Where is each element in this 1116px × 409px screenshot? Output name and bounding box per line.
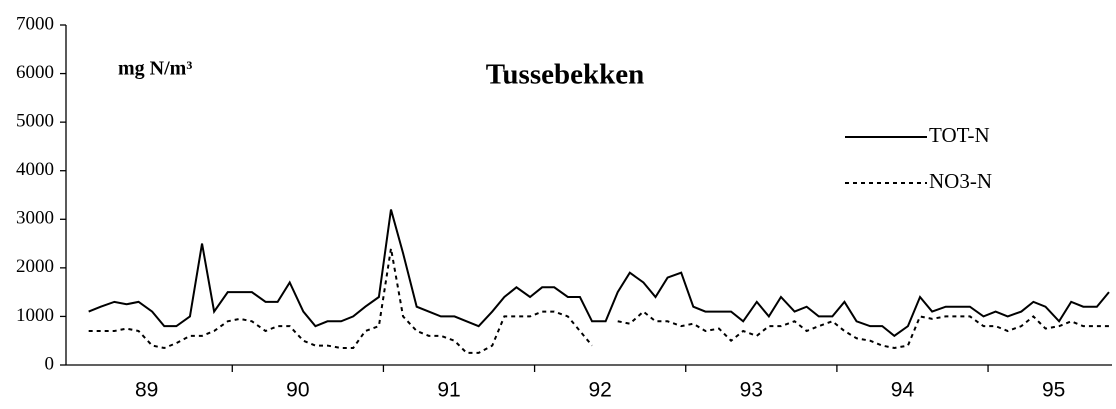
legend-label: NO3-N	[929, 169, 992, 193]
y-tick-label: 1000	[16, 305, 54, 326]
y-tick-label: 4000	[16, 159, 54, 180]
x-tick-label: 92	[588, 379, 611, 402]
x-tick-label: 91	[437, 379, 460, 402]
y-tick-label: 6000	[16, 62, 54, 83]
x-tick-label: 94	[891, 379, 915, 402]
y-tick-label: 7000	[16, 13, 54, 34]
y-axis-label: mg N/m³	[118, 58, 192, 80]
x-tick-label: 95	[1042, 379, 1065, 402]
y-tick-label: 2000	[16, 256, 54, 277]
x-tick-label: 93	[740, 379, 763, 402]
y-tick-label: 0	[45, 353, 55, 374]
line-series	[617, 310, 1109, 350]
line-series	[88, 209, 1110, 338]
x-tick-label: 90	[286, 379, 309, 402]
y-tick-label: 5000	[16, 111, 54, 132]
y-tick-label: 3000	[16, 208, 54, 229]
legend-label: TOT-N	[929, 123, 990, 147]
line-series	[88, 248, 593, 354]
x-tick-label: 89	[135, 379, 158, 402]
chart-title: Tussebekken	[486, 59, 645, 91]
